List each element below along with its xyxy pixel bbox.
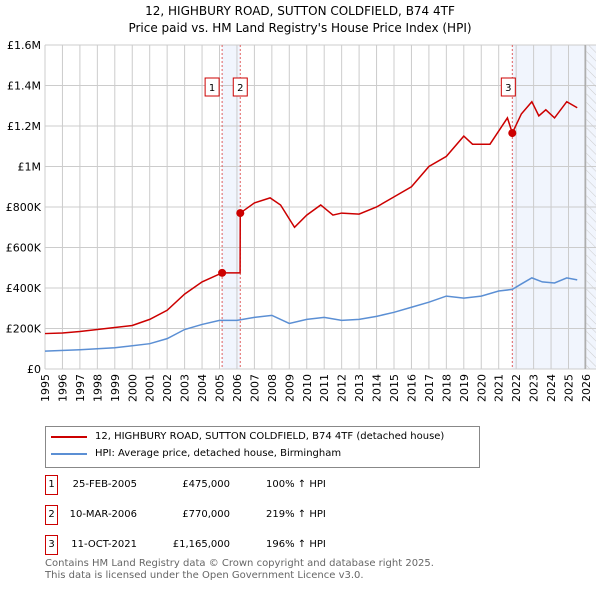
x-tick-label: 2007 <box>248 374 261 402</box>
legend-label-property: 12, HIGHBURY ROAD, SUTTON COLDFIELD, B74… <box>95 431 445 442</box>
x-tick-label: 2003 <box>179 374 192 402</box>
sale-point <box>508 129 517 138</box>
sale-number: 3 <box>45 535 58 555</box>
sale-date: 11-OCT-2021 <box>71 539 137 550</box>
sale-number: 2 <box>45 505 58 525</box>
x-tick-label: 2012 <box>336 374 349 402</box>
sale-label-box <box>204 77 220 97</box>
sale-label: 3 <box>505 83 511 94</box>
sale-label-box <box>232 77 248 97</box>
y-tick-label: £1M <box>18 161 42 174</box>
y-tick-label: £1.6M <box>7 39 41 52</box>
x-tick-label: 2016 <box>405 374 418 402</box>
x-tick-label: 2004 <box>196 374 209 402</box>
sale-label-box <box>500 77 516 97</box>
chart-title: 12, HIGHBURY ROAD, SUTTON COLDFIELD, B74… <box>145 4 455 18</box>
x-tick-label: 2023 <box>528 374 541 402</box>
x-tick-label: 2009 <box>283 374 296 402</box>
chart-subtitle: Price paid vs. HM Land Registry's House … <box>128 21 472 35</box>
x-tick-label: 2008 <box>266 374 279 402</box>
legend-swatch-property <box>51 435 87 438</box>
x-tick-label: 2026 <box>580 374 593 402</box>
sale-point <box>218 268 227 277</box>
sale-label: 1 <box>209 83 215 94</box>
y-tick-label: £400K <box>6 282 42 295</box>
sale-point <box>236 209 245 218</box>
legend-label-hpi: HPI: Average price, detached house, Birm… <box>95 448 342 459</box>
x-tick-label: 2020 <box>475 374 488 402</box>
x-tick-label: 2015 <box>388 374 401 402</box>
y-tick-label: £0 <box>27 363 41 376</box>
x-tick-label: 2002 <box>161 374 174 402</box>
x-tick-label: 2006 <box>231 374 244 402</box>
x-tick-label: 2001 <box>144 374 157 402</box>
x-tick-label: 1998 <box>91 374 104 402</box>
sale-price: £475,000 <box>182 479 230 490</box>
sale-date: 10-MAR-2006 <box>69 509 137 520</box>
x-tick-label: 2018 <box>440 374 453 402</box>
x-tick-label: 1999 <box>109 374 122 402</box>
x-tick-label: 2011 <box>318 374 331 402</box>
x-tick-label: 2013 <box>353 374 366 402</box>
x-tick-label: 2022 <box>510 374 523 402</box>
x-tick-label: 1996 <box>56 374 69 402</box>
sale-hpi: 219% ↑ HPI <box>266 509 326 520</box>
series-line-property <box>44 100 578 335</box>
y-tick-label: £1.4M <box>7 80 41 93</box>
x-tick-label: 1995 <box>39 374 52 402</box>
legend: 12, HIGHBURY ROAD, SUTTON COLDFIELD, B74… <box>45 426 480 468</box>
footer-line: Contains HM Land Registry data © Crown c… <box>45 558 434 569</box>
sale-hpi: 196% ↑ HPI <box>266 539 326 550</box>
y-tick-label: £200K <box>6 323 42 336</box>
x-tick-label: 2014 <box>371 374 384 402</box>
sale-hpi: 100% ↑ HPI <box>266 479 326 490</box>
sale-row: 1 25-FEB-2005 £475,000 100% ↑ HPI <box>45 475 545 495</box>
x-tick-label: 2005 <box>214 374 227 402</box>
sale-price: £770,000 <box>182 509 230 520</box>
x-tick-label: 2000 <box>126 374 139 402</box>
sale-row: 3 11-OCT-2021 £1,165,000 196% ↑ HPI <box>45 535 545 555</box>
x-tick-label: 1997 <box>74 374 87 402</box>
x-tick-label: 2019 <box>458 374 471 402</box>
sale-number: 1 <box>45 475 58 495</box>
y-tick-label: £800K <box>6 201 42 214</box>
legend-swatch-hpi <box>51 452 87 455</box>
footer: Contains HM Land Registry data © Crown c… <box>45 558 434 582</box>
y-tick-label: £1.2M <box>7 120 41 133</box>
x-tick-label: 2017 <box>423 374 436 402</box>
sale-row: 2 10-MAR-2006 £770,000 219% ↑ HPI <box>45 505 545 525</box>
sale-price: £1,165,000 <box>172 539 230 550</box>
x-tick-label: 2024 <box>545 374 558 402</box>
y-tick-label: £600K <box>6 242 42 255</box>
footer-line: This data is licensed under the Open Gov… <box>45 570 364 581</box>
sale-date: 25-FEB-2005 <box>72 479 137 490</box>
plot-area: 1995 1996 1997 1998 1999 2000 2001 2002 2003 2004… <box>6 39 596 402</box>
sale-label: 2 <box>237 83 243 94</box>
x-tick-label: 2025 <box>563 374 576 402</box>
x-tick-label: 2021 <box>493 374 506 402</box>
x-tick-label: 2010 <box>301 374 314 402</box>
series-line-hpi <box>44 277 578 352</box>
